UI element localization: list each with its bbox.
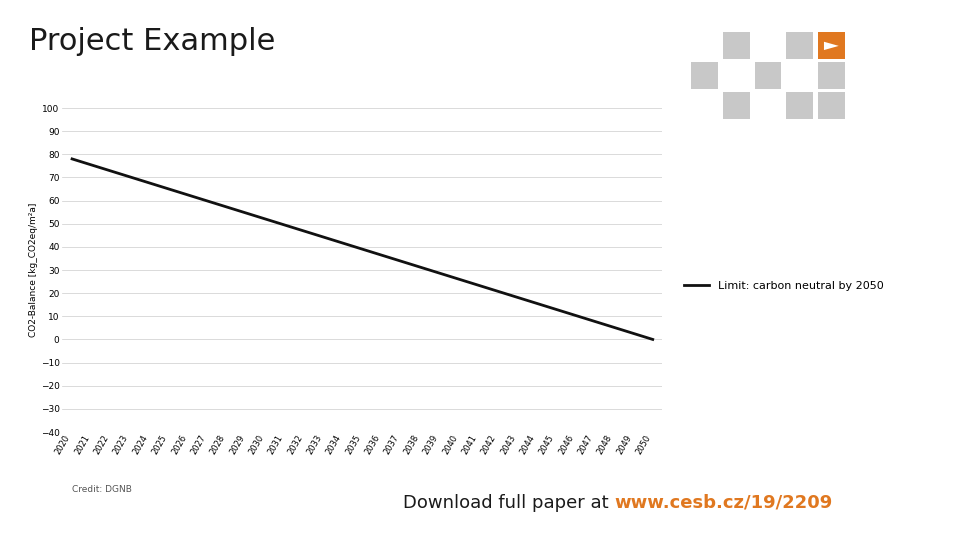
Text: Project Example: Project Example bbox=[29, 27, 276, 56]
Text: www.cesb.cz/19/2209: www.cesb.cz/19/2209 bbox=[614, 494, 833, 512]
Text: Download full paper at: Download full paper at bbox=[403, 494, 614, 512]
Y-axis label: CO2-Balance [kg_CO2eq/m²a]: CO2-Balance [kg_CO2eq/m²a] bbox=[29, 203, 37, 337]
Text: Credit: DGNB: Credit: DGNB bbox=[72, 485, 132, 494]
Legend: Limit: carbon neutral by 2050: Limit: carbon neutral by 2050 bbox=[680, 277, 888, 295]
